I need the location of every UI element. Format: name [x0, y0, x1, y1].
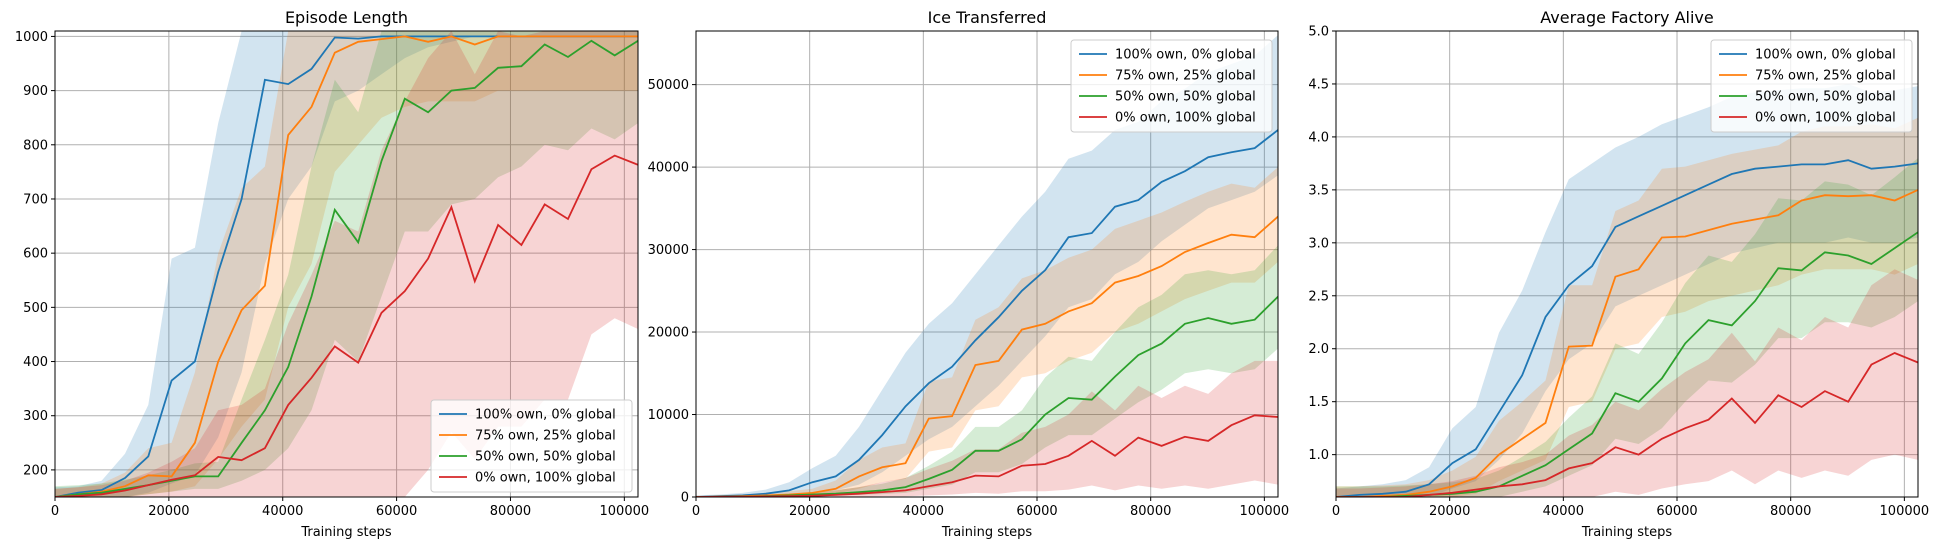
y-tick-label: 50000	[648, 78, 689, 93]
legend-label-4: 0% own, 100% global	[1115, 111, 1256, 126]
confidence-band-2	[55, 31, 638, 497]
x-tick-label: 60000	[1016, 504, 1057, 519]
legend-box	[430, 399, 633, 493]
plot-frame	[54, 30, 639, 498]
legend-label-2: 75% own, 25% global	[475, 429, 616, 444]
legend-label-4: 0% own, 100% global	[475, 471, 616, 486]
y-tick-label: 5.0	[1308, 25, 1329, 40]
x-tick-label: 80000	[490, 504, 531, 519]
series-line-2	[55, 35, 638, 497]
series-line-4	[55, 154, 638, 497]
y-tick-label: 2.0	[1308, 342, 1329, 357]
y-tick-label: 600	[23, 247, 48, 262]
series-line-4	[696, 414, 1278, 497]
chart-panel-3: 0 20000 40000 60000 80000 100000 1.0 1.5 2.0 2.5 3…	[1308, 8, 1929, 540]
legend-label-2: 75% own, 25% global	[1755, 69, 1896, 84]
confidence-band-1	[55, 31, 638, 497]
confidence-band-4	[1336, 269, 1918, 497]
chart-title: Average Factory Alive	[1540, 8, 1713, 27]
series-line-4	[1336, 352, 1918, 497]
x-tick-label: 100000	[1880, 504, 1930, 519]
chart-title: Episode Length	[285, 8, 408, 27]
y-tick-label: 4.5	[1308, 77, 1329, 92]
grid-lines	[54, 31, 638, 497]
x-tick-label: 0	[1332, 504, 1340, 519]
legend: 100% own, 0% global 75% own, 25% global 50…	[1070, 39, 1273, 133]
y-tick-label: 3.0	[1308, 236, 1329, 251]
confidence-band-4	[55, 31, 638, 497]
series-line-2	[696, 215, 1278, 497]
legend-label-1: 100% own, 0% global	[1755, 48, 1896, 63]
y-tick-label: 0	[681, 491, 689, 506]
y-tick-label: 800	[23, 138, 48, 153]
y-tick-label: 1000	[15, 30, 48, 45]
legend-label-3: 50% own, 50% global	[1755, 90, 1896, 105]
x-tick-label: 0	[51, 504, 59, 519]
x-tick-label: 60000	[376, 504, 417, 519]
legend-label-3: 50% own, 50% global	[1115, 90, 1256, 105]
x-tick-label: 40000	[262, 504, 303, 519]
legend-label-1: 100% own, 0% global	[475, 408, 616, 423]
x-axis-label: Training steps	[941, 525, 1033, 540]
x-tick-label: 20000	[789, 504, 830, 519]
y-tick-label: 1.5	[1308, 395, 1329, 410]
x-tick-label: 40000	[903, 504, 944, 519]
legend-label-4: 0% own, 100% global	[1755, 111, 1896, 126]
plot-area	[696, 35, 1278, 497]
plot-frame	[1335, 30, 1919, 498]
series-line-1	[1336, 159, 1918, 497]
y-tick-label: 400	[23, 355, 48, 370]
series-line-1	[696, 129, 1278, 497]
plot-area	[1336, 84, 1918, 497]
x-tick-label: 80000	[1130, 504, 1171, 519]
y-tick-label: 700	[23, 192, 48, 207]
confidence-band-4	[696, 360, 1278, 497]
x-tick-label: 20000	[1429, 504, 1470, 519]
legend-label-3: 50% own, 50% global	[475, 450, 616, 465]
confidence-band-3	[696, 245, 1278, 497]
y-tick-label: 40000	[648, 161, 689, 176]
legend-label-2: 75% own, 25% global	[1115, 69, 1256, 84]
y-tick-label: 20000	[648, 326, 689, 341]
y-tick-label: 900	[23, 84, 48, 99]
y-tick-label: 200	[23, 463, 48, 478]
y-tick-label: 2.5	[1308, 289, 1329, 304]
y-tick-label: 10000	[648, 408, 689, 423]
x-tick-label: 100000	[600, 504, 650, 519]
legend-label-1: 100% own, 0% global	[1115, 48, 1256, 63]
y-tick-label: 1.0	[1308, 448, 1329, 463]
x-tick-label: 0	[692, 504, 700, 519]
confidence-band-2	[1336, 117, 1918, 497]
y-tick-label: 3.5	[1308, 183, 1329, 198]
plot-area	[55, 31, 638, 497]
legend: 100% own, 0% global 75% own, 25% global 50…	[1710, 39, 1913, 133]
confidence-band-1	[1336, 84, 1918, 497]
y-tick-label: 4.0	[1308, 130, 1329, 145]
chart-title: Ice Transferred	[928, 8, 1047, 27]
confidence-band-3	[1336, 158, 1918, 497]
chart-panel-1: 0 20000 40000 60000 80000 100000 200 300 400 500 6…	[15, 8, 649, 540]
plot-frame	[695, 30, 1279, 498]
x-axis-label: Training steps	[1581, 525, 1673, 540]
x-tick-label: 100000	[1240, 504, 1290, 519]
confidence-band-1	[696, 35, 1278, 497]
y-tick-label: 300	[23, 409, 48, 424]
legend-box	[1710, 39, 1913, 133]
x-tick-label: 40000	[1543, 504, 1584, 519]
confidence-band-2	[696, 167, 1278, 497]
confidence-band-3	[55, 31, 638, 497]
legend: 100% own, 0% global 75% own, 25% global 50…	[430, 399, 633, 493]
chart-panel-2: 0 20000 40000 60000 80000 100000 0 10000 20000 30…	[648, 8, 1290, 540]
y-tick-label: 30000	[648, 243, 689, 258]
x-axis-label: Training steps	[300, 525, 392, 540]
x-tick-label: 80000	[1770, 504, 1811, 519]
x-tick-label: 60000	[1656, 504, 1697, 519]
x-tick-label: 20000	[148, 504, 189, 519]
y-tick-label: 500	[23, 301, 48, 316]
series-line-2	[1336, 189, 1918, 497]
legend-box	[1070, 39, 1273, 133]
